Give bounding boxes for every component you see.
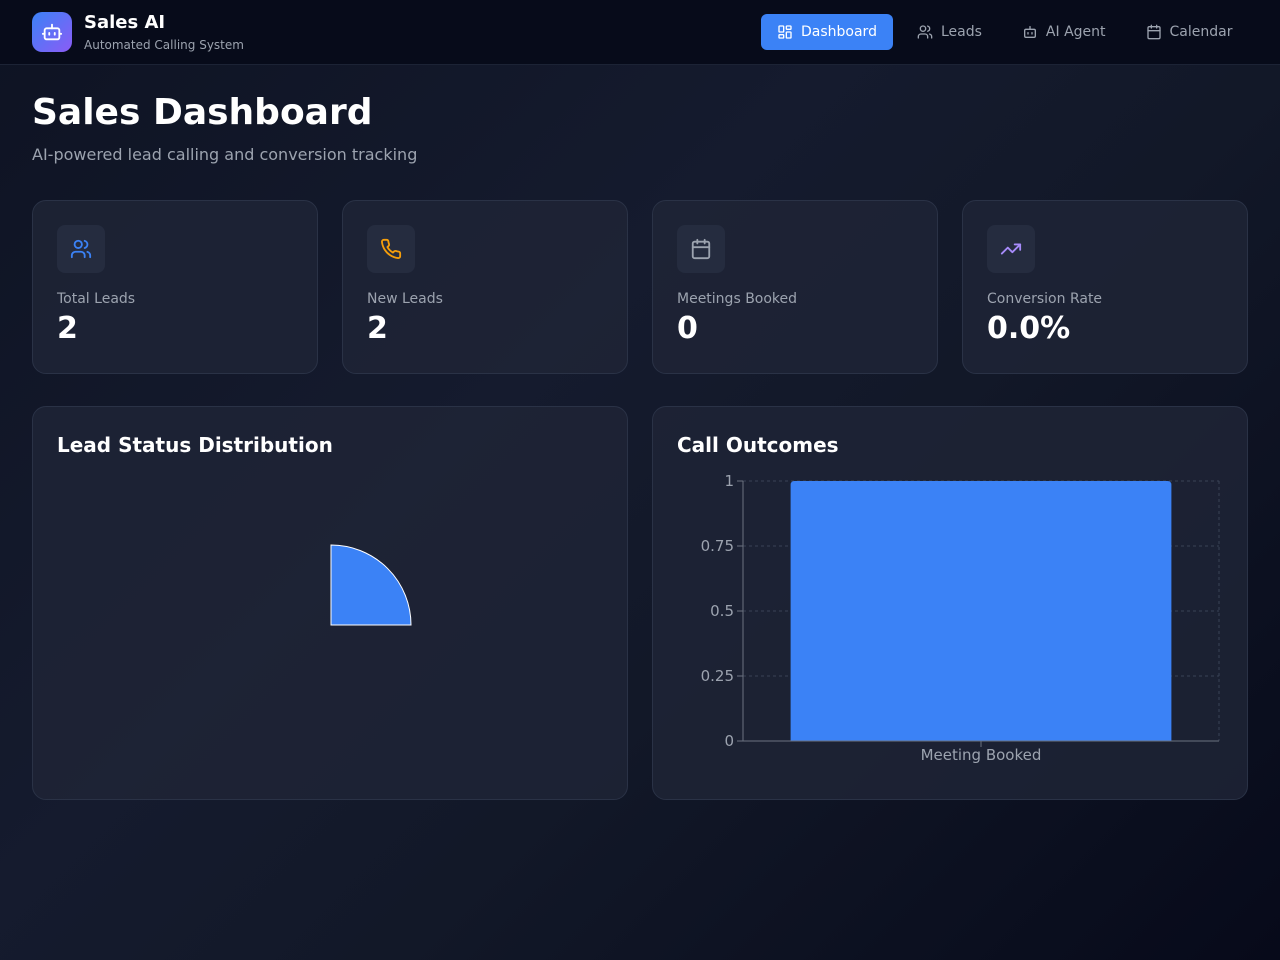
lead-status-panel: Lead Status Distribution (32, 406, 628, 800)
nav-leads[interactable]: Leads (901, 14, 998, 50)
nav-ai-agent-label: AI Agent (1045, 24, 1106, 40)
nav-calendar-label: Calendar (1169, 24, 1233, 40)
trending-up-icon (987, 225, 1035, 273)
nav-leads-label: Leads (940, 24, 982, 40)
phone-icon (367, 225, 415, 273)
stat-label: Conversion Rate (987, 291, 1103, 307)
lead-status-title: Lead Status Distribution (57, 433, 333, 457)
users-icon (917, 25, 933, 39)
app-subtitle: Automated Calling System (84, 38, 244, 52)
stat-label: Meetings Booked (677, 291, 798, 307)
nav-calendar[interactable]: Calendar (1130, 14, 1249, 50)
stat-value: 0.0% (987, 311, 1071, 346)
stat-label: Total Leads (57, 291, 136, 307)
users-icon (57, 225, 105, 273)
stat-card-conversion-rate: Conversion Rate 0.0% (962, 200, 1248, 374)
robot-icon (1023, 26, 1036, 38)
y-tick-label: 0.25 (701, 667, 734, 685)
app-name: Sales AI (84, 12, 166, 33)
nav-dashboard-label: Dashboard (801, 24, 877, 40)
stat-card-meetings-booked: Meetings Booked 0 (652, 200, 938, 374)
grid-icon (778, 25, 792, 39)
top-bar: Sales AI Automated Calling System Dashbo… (0, 0, 1280, 65)
y-tick-label: 0.75 (701, 537, 734, 555)
nav-ai-agent[interactable]: AI Agent (1006, 14, 1122, 50)
stat-card-new-leads: New Leads 2 (342, 200, 628, 374)
call-outcomes-title: Call Outcomes (677, 433, 839, 457)
stat-card-total-leads: Total Leads 2 (32, 200, 318, 374)
y-tick-label: 0 (724, 732, 734, 750)
lead-status-pie-chart (330, 544, 412, 626)
x-tick-label: Meeting Booked (921, 746, 1042, 764)
main-nav: Dashboard Leads AI Agent Cale (761, 14, 1248, 50)
calendar-icon (677, 225, 725, 273)
stat-value: 0 (677, 311, 698, 346)
stat-value: 2 (367, 311, 388, 346)
call-outcomes-panel: Call Outcomes 0 0.25 0.5 0.75 1 Meeting Booke… (652, 406, 1248, 800)
pie-slice-0[interactable] (330, 544, 412, 626)
page-subtitle: AI-powered lead calling and conversion t… (32, 145, 418, 164)
y-tick-label: 0.5 (710, 602, 734, 620)
bar-0[interactable] (790, 481, 1172, 741)
page-title: Sales Dashboard (32, 92, 373, 133)
calendar-icon (1146, 24, 1161, 40)
stat-value: 2 (57, 311, 78, 346)
stat-label: New Leads (367, 291, 443, 307)
nav-dashboard[interactable]: Dashboard (761, 14, 893, 50)
y-tick-label: 1 (724, 472, 734, 490)
call-outcomes-bar-chart: 0 0.25 0.5 0.75 1 Meeting Booked (701, 472, 1220, 764)
robot-icon[interactable] (32, 12, 72, 52)
